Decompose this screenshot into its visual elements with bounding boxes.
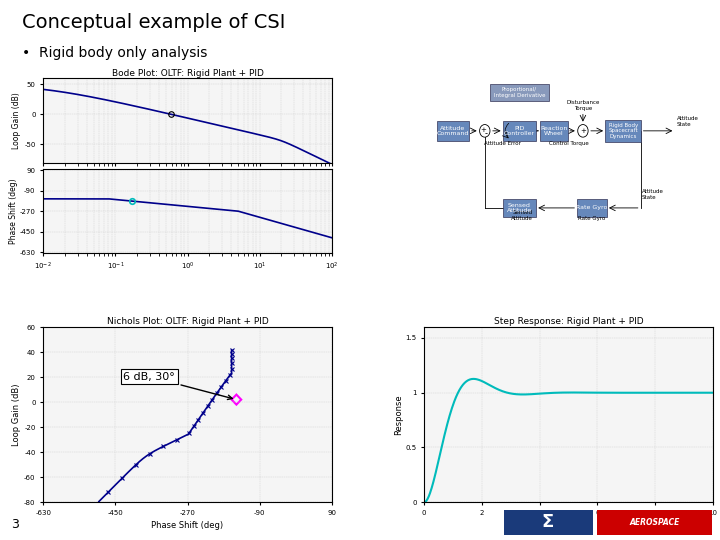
- Text: Disturbance
Torque: Disturbance Torque: [566, 100, 600, 111]
- Text: +: +: [580, 128, 586, 134]
- Title: Bode Plot: OLTF: Rigid Plant + PID: Bode Plot: OLTF: Rigid Plant + PID: [112, 69, 264, 78]
- Text: Reaction
Wheel: Reaction Wheel: [541, 126, 568, 136]
- Text: Attitude Error: Attitude Error: [484, 141, 521, 146]
- Text: Sensed
Attitude: Sensed Attitude: [511, 211, 534, 221]
- FancyBboxPatch shape: [503, 510, 593, 535]
- Text: Rigid Body
Spacecraft
Dynamics: Rigid Body Spacecraft Dynamics: [608, 123, 638, 139]
- Text: •  Rigid body only analysis: • Rigid body only analysis: [22, 46, 207, 60]
- Text: 3: 3: [11, 518, 19, 531]
- Text: Rate Gyro: Rate Gyro: [578, 216, 606, 221]
- Y-axis label: Loop Gain (dB): Loop Gain (dB): [12, 92, 22, 149]
- Title: Step Response: Rigid Plant + PID: Step Response: Rigid Plant + PID: [494, 318, 643, 326]
- FancyBboxPatch shape: [503, 199, 536, 217]
- FancyBboxPatch shape: [577, 199, 606, 217]
- Y-axis label: Loop Gain (dB): Loop Gain (dB): [12, 383, 22, 446]
- X-axis label: Time (sec): Time (sec): [546, 522, 590, 530]
- X-axis label: Phase Shift (deg): Phase Shift (deg): [151, 522, 224, 530]
- Text: Proportional/
Integral Derivative: Proportional/ Integral Derivative: [494, 87, 545, 98]
- Text: Sensed
Attitude: Sensed Attitude: [507, 202, 532, 213]
- FancyBboxPatch shape: [606, 120, 642, 142]
- FancyBboxPatch shape: [541, 120, 567, 141]
- Text: Attitude
State: Attitude State: [677, 116, 698, 126]
- Y-axis label: Response: Response: [394, 394, 402, 435]
- Text: Conceptual example of CSI: Conceptual example of CSI: [22, 14, 285, 32]
- Text: PID
Controller: PID Controller: [504, 126, 535, 136]
- FancyBboxPatch shape: [490, 84, 549, 101]
- Y-axis label: Phase Shift (deg): Phase Shift (deg): [9, 179, 18, 244]
- Text: Rate Gyro: Rate Gyro: [576, 205, 607, 211]
- Text: Σ: Σ: [541, 514, 554, 531]
- Text: 6 dB, 30°: 6 dB, 30°: [123, 372, 233, 400]
- Text: -: -: [485, 129, 487, 138]
- FancyBboxPatch shape: [597, 510, 712, 535]
- Text: +: +: [480, 127, 486, 133]
- Text: AEROSPACE: AEROSPACE: [629, 518, 680, 527]
- Text: Attitude
Command: Attitude Command: [437, 126, 469, 136]
- FancyBboxPatch shape: [436, 120, 469, 141]
- Text: Control Torque: Control Torque: [549, 141, 588, 146]
- Text: Attitude
State: Attitude State: [642, 190, 664, 200]
- FancyBboxPatch shape: [503, 120, 536, 141]
- Title: Nichols Plot: OLTF: Rigid Plant + PID: Nichols Plot: OLTF: Rigid Plant + PID: [107, 318, 269, 326]
